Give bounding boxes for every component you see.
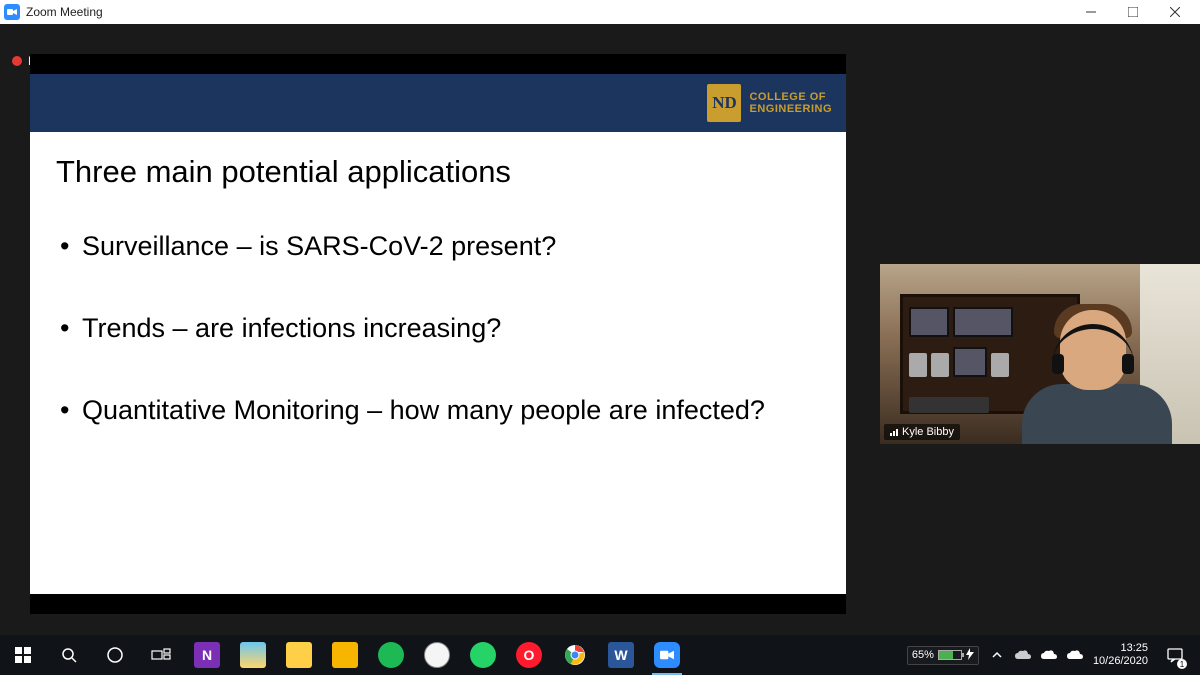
- slide-body: Three main potential applications Survei…: [30, 132, 846, 497]
- shared-screen: ND COLLEGE OF ENGINEERING Three main pot…: [30, 54, 846, 614]
- speaker-name: Kyle Bibby: [902, 426, 954, 438]
- close-button[interactable]: [1154, 0, 1196, 24]
- org-logo: ND COLLEGE OF ENGINEERING: [707, 84, 832, 122]
- speaker-figure: [1012, 304, 1172, 444]
- taskbar-app-onenote[interactable]: N: [184, 635, 230, 675]
- taskbar-left: N O W: [0, 635, 690, 675]
- taskbar-right: 65% 13:25 10/26/2020 1: [907, 635, 1200, 675]
- start-button[interactable]: [0, 635, 46, 675]
- speaker-video-tile[interactable]: Kyle Bibby: [880, 264, 1200, 444]
- window-title: Zoom Meeting: [26, 5, 103, 19]
- org-line2: ENGINEERING: [749, 103, 832, 115]
- taskbar-app-folder[interactable]: [276, 635, 322, 675]
- clock-time: 13:25: [1093, 642, 1148, 655]
- notif-badge: 1: [1177, 659, 1187, 669]
- minimize-button[interactable]: [1070, 0, 1112, 24]
- slide-header-bar: ND COLLEGE OF ENGINEERING: [30, 74, 846, 132]
- search-button[interactable]: [46, 635, 92, 675]
- action-center-button[interactable]: 1: [1158, 635, 1192, 675]
- charging-icon: [966, 648, 974, 663]
- taskbar-app-explorer[interactable]: [230, 635, 276, 675]
- slide-bullets: Surveillance – is SARS-CoV-2 present? Tr…: [56, 230, 820, 427]
- tray-onedrive-icon[interactable]: [1015, 647, 1031, 663]
- tray-chevron-icon[interactable]: [989, 647, 1005, 663]
- slide-bullet: Surveillance – is SARS-CoV-2 present?: [56, 230, 820, 264]
- nd-monogram-icon: ND: [707, 84, 741, 122]
- battery-percent: 65%: [912, 649, 934, 661]
- windows-taskbar: N O W 65%: [0, 635, 1200, 675]
- tray-cloud1-icon[interactable]: [1041, 647, 1057, 663]
- recording-dot-icon: [12, 56, 22, 66]
- battery-indicator[interactable]: 65%: [907, 646, 979, 665]
- presentation-slide: ND COLLEGE OF ENGINEERING Three main pot…: [30, 74, 846, 594]
- taskbar-app-clock[interactable]: [414, 635, 460, 675]
- taskbar-app-chrome[interactable]: [552, 635, 598, 675]
- slide-bullet: Trends – are infections increasing?: [56, 312, 820, 346]
- tray-cloud2-icon[interactable]: [1067, 647, 1083, 663]
- slide-bullet: Quantitative Monitoring – how many peopl…: [56, 394, 820, 428]
- org-logo-text: COLLEGE OF ENGINEERING: [749, 91, 832, 115]
- task-view-button[interactable]: [138, 635, 184, 675]
- taskbar-app-zoom[interactable]: [644, 635, 690, 675]
- taskbar-app-spotify[interactable]: [368, 635, 414, 675]
- zoom-app-icon: [4, 4, 20, 20]
- cortana-button[interactable]: [92, 635, 138, 675]
- org-line1: COLLEGE OF: [749, 91, 832, 103]
- zoom-main-area: Recording ND COLLEGE OF ENGINEERING Thre…: [0, 24, 1200, 635]
- taskbar-app-opera[interactable]: O: [506, 635, 552, 675]
- taskbar-app-sticky-notes[interactable]: [322, 635, 368, 675]
- audio-signal-icon: [890, 429, 898, 436]
- clock-date: 10/26/2020: [1093, 655, 1148, 668]
- window-titlebar: Zoom Meeting: [0, 0, 1200, 24]
- taskbar-app-whatsapp[interactable]: [460, 635, 506, 675]
- maximize-button[interactable]: [1112, 0, 1154, 24]
- slide-title: Three main potential applications: [56, 154, 820, 190]
- taskbar-clock[interactable]: 13:25 10/26/2020: [1093, 642, 1148, 667]
- taskbar-app-word[interactable]: W: [598, 635, 644, 675]
- speaker-nametag: Kyle Bibby: [884, 424, 960, 440]
